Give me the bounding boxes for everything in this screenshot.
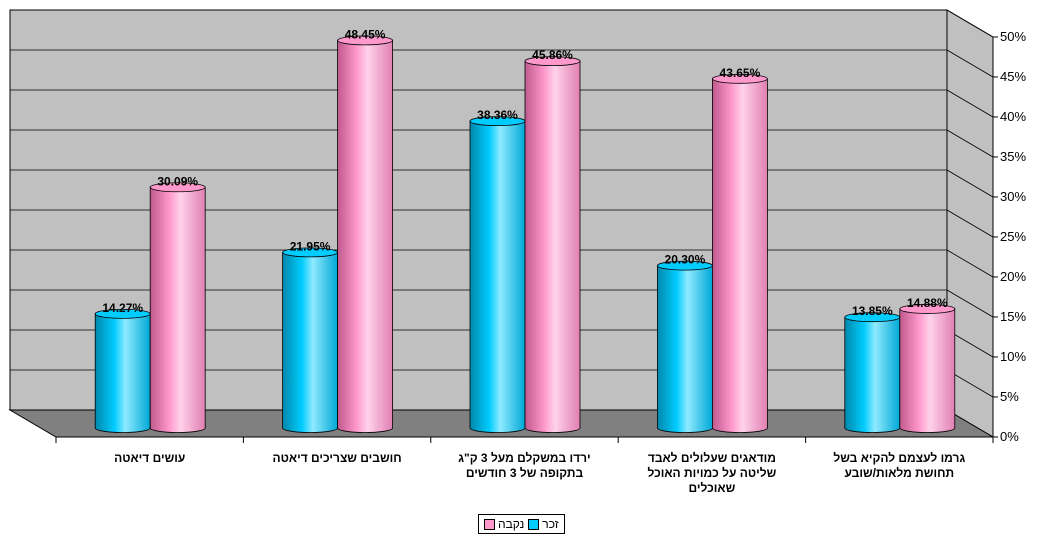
gridline-side bbox=[946, 169, 994, 198]
x-tick-label: עושים דיאטה bbox=[114, 451, 186, 465]
bar-male bbox=[282, 252, 338, 433]
gridline-side bbox=[946, 209, 994, 238]
bar-female bbox=[899, 308, 956, 433]
y-tick-label: 15% bbox=[1000, 309, 1026, 324]
bar-female bbox=[524, 60, 581, 433]
legend-item-female: נקבה bbox=[484, 517, 524, 531]
data-label: 38.36% bbox=[477, 108, 518, 122]
y-tick-label: 20% bbox=[1000, 269, 1026, 284]
bar-male bbox=[94, 313, 151, 433]
x-tick-label: גרמו לעצמם להקיא בשל תחושת מלאות/שובע bbox=[833, 451, 966, 480]
bar-female bbox=[337, 40, 393, 433]
bar-male bbox=[657, 265, 713, 433]
x-tick-label: ירדו במשקלם מעל 3 ק"ג בתקופה של 3 חודשים bbox=[458, 451, 591, 480]
legend-swatch-male bbox=[528, 518, 540, 530]
y-tick-label: 45% bbox=[1000, 69, 1026, 84]
y-tick-label: 35% bbox=[1000, 149, 1026, 164]
data-label: 43.65% bbox=[720, 66, 761, 80]
data-label: 20.30% bbox=[665, 253, 706, 267]
x-tick-label: מודאגים שעלולים לאבד שליטה על כמויות האו… bbox=[647, 451, 777, 495]
y-tick-label: 30% bbox=[1000, 189, 1026, 204]
y-tick-label: 25% bbox=[1000, 229, 1026, 244]
legend: נקבה זכר bbox=[478, 514, 565, 534]
y-tick-label: 50% bbox=[1000, 29, 1026, 44]
legend-label-male: זכר bbox=[542, 517, 559, 531]
bar-top-female bbox=[149, 182, 206, 193]
data-label: 45.86% bbox=[532, 48, 573, 62]
bar-top-female bbox=[712, 73, 768, 84]
data-label: 48.45% bbox=[345, 27, 386, 41]
gridline-side bbox=[946, 9, 994, 38]
gridline-side bbox=[946, 129, 994, 158]
bar-top-female bbox=[337, 35, 394, 46]
x-tick-label: חושבים שצריכים דיאטה bbox=[272, 451, 402, 465]
bar-female bbox=[149, 186, 206, 433]
y-tick-label: 5% bbox=[1000, 389, 1019, 404]
gridline-side bbox=[946, 49, 994, 78]
data-label: 13.85% bbox=[852, 304, 893, 318]
gridline-side bbox=[946, 89, 994, 118]
bar-female bbox=[712, 78, 768, 433]
y-tick-label: 0% bbox=[1000, 429, 1019, 444]
bar-top-female bbox=[899, 304, 956, 314]
bar-male bbox=[469, 120, 526, 433]
data-label: 21.95% bbox=[290, 239, 331, 253]
legend-item-male: זכר bbox=[528, 517, 559, 531]
y-tick-label: 10% bbox=[1000, 349, 1026, 364]
legend-label-female: נקבה bbox=[498, 517, 525, 531]
data-label: 30.09% bbox=[157, 174, 198, 188]
data-label: 14.27% bbox=[102, 301, 143, 315]
gridline-side bbox=[946, 289, 994, 318]
legend-swatch-female bbox=[484, 518, 495, 530]
y-tick-label: 40% bbox=[1000, 109, 1026, 124]
data-label: 14.88% bbox=[907, 296, 948, 310]
bar-top-female bbox=[524, 56, 581, 67]
bar-male bbox=[844, 316, 901, 433]
gridline-side bbox=[946, 249, 994, 278]
